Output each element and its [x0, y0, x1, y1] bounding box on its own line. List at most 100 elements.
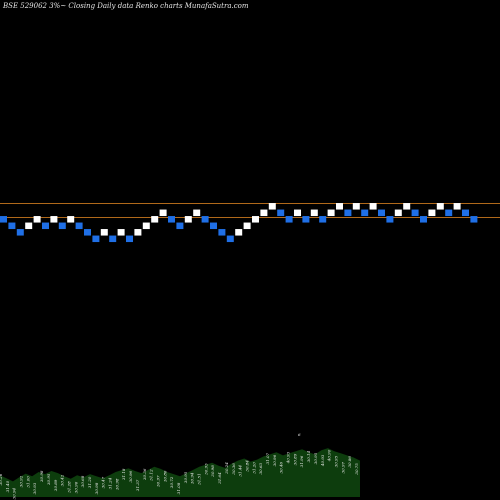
volume-label: 31.07	[265, 452, 270, 464]
volume-label: 31.24	[108, 477, 113, 489]
volume-label: 30.98	[94, 482, 99, 494]
renko-brick-down	[16, 229, 24, 236]
renko-brick-down	[92, 235, 100, 243]
volume-label: 30.97	[340, 461, 345, 473]
volume-label: 30.94	[12, 487, 17, 499]
renko-brick-up	[352, 203, 360, 210]
volume-label: 30.36	[142, 468, 147, 480]
renko-brick-down	[302, 216, 310, 223]
volume-label: 30.47	[101, 476, 106, 488]
volume-label: 30.97	[156, 475, 161, 487]
volume-label: 40.93	[286, 451, 291, 464]
volume-label: 31.64	[217, 472, 222, 484]
renko-brick-up	[453, 203, 461, 210]
renko-brick-down	[58, 222, 66, 230]
renko-brick-down	[285, 216, 293, 223]
volume-label: 31.51	[197, 473, 202, 484]
volume-label: 30.95	[46, 473, 51, 485]
volume-label: 30.96	[73, 481, 78, 493]
volume-label: 31.08	[176, 482, 181, 494]
renko-brick-down	[109, 235, 117, 243]
volume-label: 31.00	[25, 476, 30, 488]
renko-brick-down	[176, 222, 184, 230]
renko-brick-up	[369, 203, 377, 210]
volume-label: 30.14	[306, 450, 311, 462]
renko-brick-down	[226, 235, 234, 243]
volume-label: 30.95	[334, 455, 339, 467]
volume-label: 30.36	[231, 463, 236, 475]
volume-label: 30.68	[80, 475, 85, 487]
volume-label: 30.96	[128, 470, 133, 482]
volume-label: 30.46	[279, 461, 284, 473]
renko-brick-up	[50, 216, 58, 223]
renko-brick-up	[151, 216, 159, 223]
volume-label: 31.96	[299, 455, 304, 467]
renko-brick-down	[42, 222, 49, 230]
renko-brick-down	[84, 229, 91, 236]
renko-brick-up	[67, 216, 75, 223]
renko-brick-up	[159, 209, 167, 217]
renko-brick-down	[168, 216, 175, 223]
renko-brick-down	[411, 209, 419, 217]
renko-brick-down	[0, 216, 7, 223]
renko-brick-up	[436, 203, 444, 210]
renko-brick-up	[184, 216, 192, 223]
renko-brick-down	[470, 216, 478, 223]
renko-brick-up	[428, 209, 436, 217]
volume-label: 30.98	[210, 465, 215, 477]
renko-brick-down	[201, 216, 209, 223]
volume-label: 40.93	[320, 454, 325, 467]
volume-label: 30.63	[258, 462, 263, 474]
volume-label: 30.24	[224, 462, 229, 474]
renko-brick-down	[344, 209, 352, 217]
volume-label: 30.75	[354, 463, 359, 475]
renko-brick-up	[193, 209, 201, 217]
renko-brick-up	[235, 229, 243, 236]
volume-label: 30.89	[292, 453, 297, 465]
renko-brick-up	[142, 222, 150, 230]
volume-label: 30.86	[347, 456, 352, 468]
volume-label: 30.93	[32, 482, 37, 494]
renko-brick-down	[462, 209, 469, 217]
renko-brick-up	[117, 229, 125, 236]
renko-brick-up	[403, 203, 411, 210]
renko-brick-up	[33, 216, 41, 223]
renko-brick-down	[126, 235, 133, 243]
volume-label: 31.44	[238, 465, 243, 477]
volume-label: 30.42	[60, 474, 65, 486]
volume-marker-label: 6	[298, 432, 301, 437]
volume-label: 31.18	[121, 468, 126, 480]
renko-brick-up	[252, 216, 259, 223]
renko-brick-down	[218, 229, 226, 236]
volume-label: 31.20	[87, 476, 92, 488]
renko-brick-down	[277, 209, 285, 217]
renko-brick-up	[336, 203, 343, 210]
renko-brick-up	[310, 209, 318, 217]
renko-brick-up	[100, 229, 108, 236]
renko-brick-down	[75, 222, 83, 230]
volume-label: 30.26	[0, 473, 3, 485]
volume-label: 30.94	[190, 472, 195, 484]
volume-label: 30.96	[272, 454, 277, 466]
renko-brick-down	[210, 222, 217, 230]
volume-label: 31.28	[67, 481, 72, 493]
volume-label: 30.95	[183, 471, 188, 483]
renko-brick-up	[327, 209, 335, 217]
volume-label: 30.95	[313, 452, 318, 464]
volume-label: 30.89	[53, 479, 58, 491]
volume-label: 31.37	[135, 479, 140, 491]
renko-brick-up	[294, 209, 301, 217]
renko-brick-up	[260, 209, 268, 217]
renko-brick-down	[8, 222, 16, 230]
volume-label: 30.92	[19, 475, 24, 487]
renko-brick-down	[361, 209, 369, 217]
renko-brick-up	[394, 209, 402, 217]
renko-brick-up	[243, 222, 251, 230]
renko-brick-down	[445, 209, 453, 217]
renko-brick-up	[25, 222, 33, 230]
renko-brick-down	[378, 209, 385, 217]
renko-bricks	[0, 203, 478, 243]
renko-brick-down	[420, 216, 427, 223]
